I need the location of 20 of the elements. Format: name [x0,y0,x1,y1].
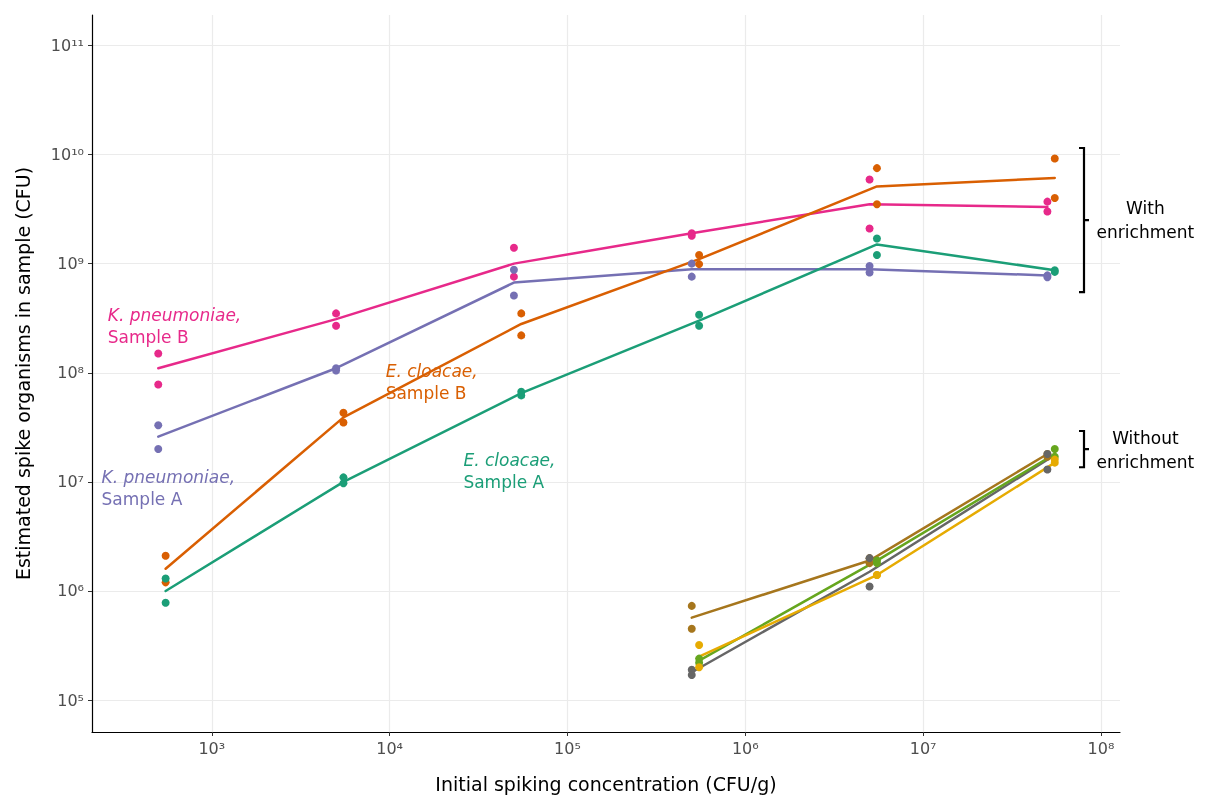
x-tick-label: 10⁶ [731,738,759,758]
y-tick-label: 10¹¹ [50,35,84,55]
series-label: K. pneumoniae, Sample B [107,303,242,348]
x-tick-label: 10⁷ [909,738,937,758]
y-tick-label: 10⁹ [57,254,84,274]
y-tick-label: 10¹⁰ [50,145,84,165]
x-tick-label: 10⁵ [554,738,581,758]
x-tick-label: 10⁴ [376,738,404,758]
x-axis-title: Initial spiking concentration (CFU/g) [435,772,777,795]
x-tick-label: 10⁸ [1087,738,1115,758]
y-axis-title: Estimated spike organisms in sample (CFU) [11,166,34,581]
y-tick-label: 10⁷ [57,472,84,492]
annotation: Without enrichment [1095,426,1196,474]
y-tick-label: 10⁵ [57,690,84,710]
annotation: With enrichment [1095,196,1196,244]
y-tick-label: 10⁶ [57,581,84,601]
text: K. pneumoniae, Sample A [101,465,236,510]
series-label: E. cloacae, Sample A [463,449,556,494]
x-tick-label: 10³ [198,738,226,758]
y-tick-label: 10⁸ [57,363,84,383]
